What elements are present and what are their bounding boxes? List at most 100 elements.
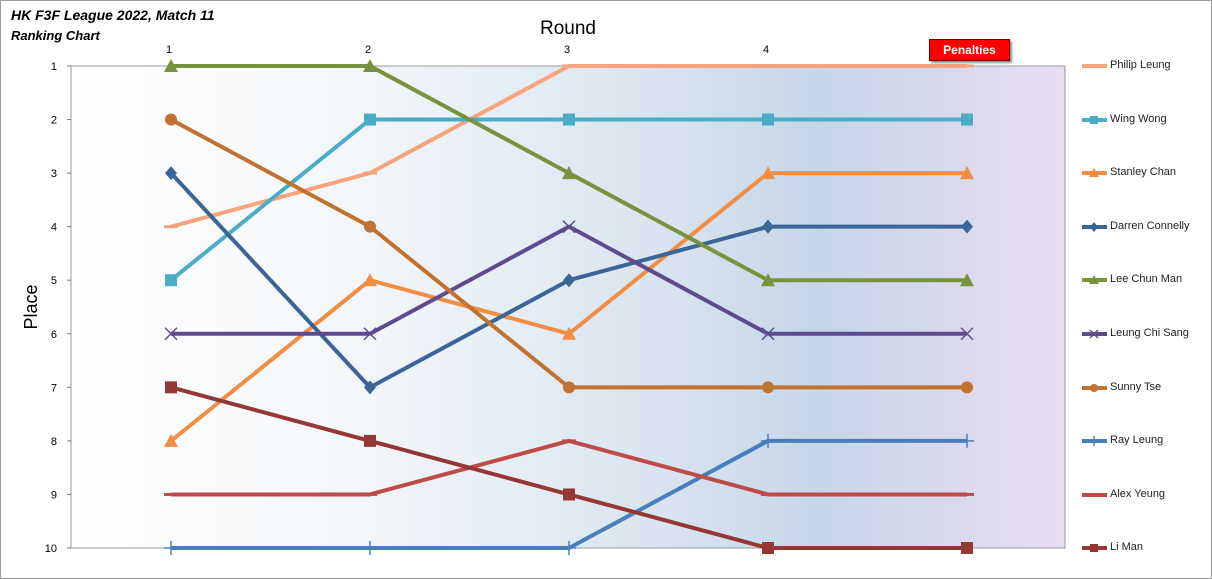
data-point: [164, 492, 178, 496]
data-point: [562, 64, 576, 68]
data-point: [960, 492, 974, 496]
data-point: [363, 541, 377, 555]
series-sunny-tse: [165, 113, 973, 394]
data-point: [562, 541, 576, 555]
y-tick-label: 6: [51, 329, 57, 341]
data-point: [762, 113, 774, 126]
legend-marker: [1090, 544, 1098, 553]
data-point: [164, 541, 178, 555]
data-point: [363, 327, 377, 341]
data-point: [762, 381, 774, 394]
series-leung-chi-sang: [164, 220, 974, 341]
x-tick-label: 2: [365, 44, 371, 56]
y-tick-label: 3: [51, 168, 57, 180]
legend-label: Ray Leung: [1110, 434, 1164, 447]
legend-label: Lee Chun Man: [1110, 273, 1183, 286]
data-point: [762, 542, 774, 554]
legend-marker: [1089, 275, 1099, 285]
legend-label: Darren Connelly: [1110, 219, 1190, 232]
data-point: [960, 64, 974, 68]
legend-label: Stanley Chan: [1110, 166, 1177, 179]
data-point: [164, 433, 178, 447]
plot-area: [70, 65, 1066, 549]
data-point: [762, 219, 774, 234]
legend-marker: [1090, 115, 1098, 124]
series-darren-connelly: [165, 166, 973, 395]
legend-label: Philip Leung: [1110, 59, 1171, 71]
data-point: [363, 273, 377, 287]
data-point: [960, 433, 974, 448]
data-point: [961, 113, 973, 126]
data-point: [761, 492, 775, 496]
data-point: [164, 327, 178, 341]
series-lee-chun-man: [164, 59, 974, 287]
chart-title-line1: HK F3F League 2022, Match 11: [11, 7, 215, 23]
y-tick-label: 4: [51, 222, 57, 234]
series-ray-leung: [164, 433, 974, 555]
data-point: [363, 171, 377, 175]
data-point: [761, 327, 775, 341]
x-tick-label: 3: [564, 44, 570, 56]
y-tick-label: 7: [51, 382, 57, 394]
penalties-badge: Penalties: [929, 39, 1010, 61]
series-wing-wong: [165, 113, 973, 287]
data-point: [364, 434, 376, 447]
data-point: [563, 273, 575, 288]
legend-label: Li Man: [1110, 541, 1144, 554]
x-tick-label: 4: [763, 44, 769, 56]
y-tick-label: 2: [51, 115, 57, 127]
axis-title-round: Round: [540, 18, 596, 39]
data-point: [562, 439, 576, 443]
y-tick-label: 9: [51, 489, 57, 501]
legend-label: Alex Yeung: [1110, 487, 1166, 500]
data-point: [960, 166, 974, 180]
legend-label: Leung Chi Sang: [1110, 327, 1189, 339]
data-point: [165, 113, 177, 126]
data-point: [364, 380, 376, 395]
legend-marker: [1089, 329, 1099, 339]
data-point: [562, 220, 576, 234]
data-point: [165, 381, 177, 394]
series-li-man: [165, 381, 973, 554]
data-point: [562, 166, 576, 180]
data-point: [960, 273, 974, 287]
data-point: [563, 113, 575, 126]
data-point: [563, 488, 575, 501]
data-point: [165, 274, 177, 287]
y-tick-label: 8: [51, 436, 57, 448]
legend-marker: [1089, 168, 1099, 178]
legend-label: Sunny Tse: [1110, 380, 1162, 393]
data-point: [165, 166, 177, 181]
legend-marker: [1090, 383, 1098, 392]
data-point: [562, 326, 576, 340]
data-point: [961, 381, 973, 394]
data-point: [363, 492, 377, 496]
axes: 1 2 3 4 5 6 7 8 9 10 1 2 3 4: [45, 44, 769, 555]
data-point: [761, 433, 775, 448]
x-tick-label: 1: [166, 44, 172, 56]
y-tick-label: 10: [45, 543, 57, 555]
y-tick-label: 1: [51, 61, 57, 73]
data-point: [961, 542, 973, 554]
y-tick-label: 5: [51, 275, 57, 287]
legend-marker: [1089, 436, 1099, 447]
data-point: [364, 220, 376, 233]
data-point: [364, 113, 376, 126]
data-point: [563, 381, 575, 394]
data-point: [761, 166, 775, 180]
data-point: [363, 59, 377, 72]
data-point: [164, 59, 178, 72]
axis-title-place: Place: [21, 284, 41, 329]
data-point: [960, 327, 974, 341]
chart-title-line2: Ranking Chart: [11, 28, 100, 43]
legend-label: Wing Wong: [1110, 112, 1167, 125]
series-layer: [164, 59, 974, 555]
data-point: [761, 64, 775, 68]
data-point: [961, 219, 973, 234]
legend-marker: [1090, 221, 1098, 232]
series-alex-yeung: [164, 438, 974, 497]
data-point: [164, 225, 178, 229]
data-point: [761, 273, 775, 287]
